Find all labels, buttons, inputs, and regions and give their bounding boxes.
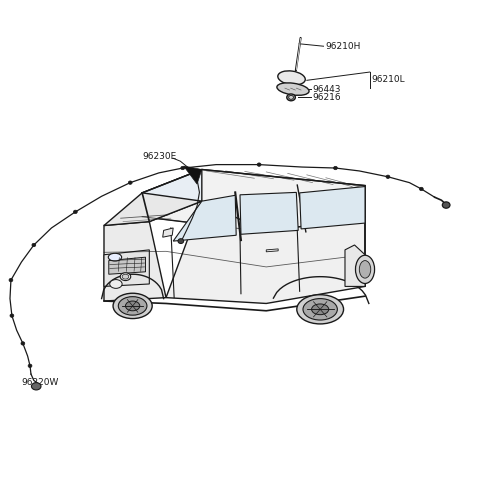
Polygon shape <box>345 245 365 287</box>
Ellipse shape <box>108 253 121 261</box>
Ellipse shape <box>278 71 305 85</box>
Text: 96210L: 96210L <box>372 75 405 84</box>
Polygon shape <box>266 249 278 252</box>
Polygon shape <box>184 166 202 184</box>
Ellipse shape <box>297 294 344 324</box>
Ellipse shape <box>287 94 295 101</box>
Polygon shape <box>142 170 202 221</box>
Ellipse shape <box>356 255 374 284</box>
Ellipse shape <box>9 278 13 282</box>
Ellipse shape <box>178 239 184 244</box>
Ellipse shape <box>118 296 147 315</box>
Polygon shape <box>104 221 166 301</box>
Ellipse shape <box>120 273 131 281</box>
Text: 96216: 96216 <box>312 93 341 102</box>
Ellipse shape <box>110 280 122 288</box>
Polygon shape <box>142 170 365 232</box>
Ellipse shape <box>73 210 77 214</box>
Ellipse shape <box>277 83 309 96</box>
Ellipse shape <box>122 274 129 279</box>
Ellipse shape <box>360 261 371 278</box>
Polygon shape <box>104 193 202 225</box>
Ellipse shape <box>21 342 25 345</box>
Ellipse shape <box>128 181 132 184</box>
Ellipse shape <box>386 175 390 178</box>
Ellipse shape <box>257 163 261 166</box>
Ellipse shape <box>28 364 32 368</box>
Ellipse shape <box>125 301 140 311</box>
Ellipse shape <box>334 166 337 170</box>
Ellipse shape <box>443 202 450 208</box>
Text: 96210H: 96210H <box>325 42 360 50</box>
Polygon shape <box>300 187 365 229</box>
Ellipse shape <box>32 244 36 246</box>
Polygon shape <box>173 196 236 241</box>
Polygon shape <box>240 193 298 234</box>
Text: 96443: 96443 <box>312 85 341 94</box>
Ellipse shape <box>10 314 14 318</box>
Polygon shape <box>166 201 365 303</box>
Text: 96230E: 96230E <box>142 152 177 161</box>
Ellipse shape <box>288 96 293 99</box>
Ellipse shape <box>312 304 329 315</box>
Text: 96220W: 96220W <box>22 377 59 387</box>
Polygon shape <box>109 257 145 274</box>
Ellipse shape <box>181 166 185 170</box>
Ellipse shape <box>113 293 152 318</box>
Polygon shape <box>104 250 149 287</box>
Polygon shape <box>163 228 173 237</box>
Ellipse shape <box>303 298 337 320</box>
Ellipse shape <box>32 383 41 390</box>
Ellipse shape <box>420 187 423 191</box>
